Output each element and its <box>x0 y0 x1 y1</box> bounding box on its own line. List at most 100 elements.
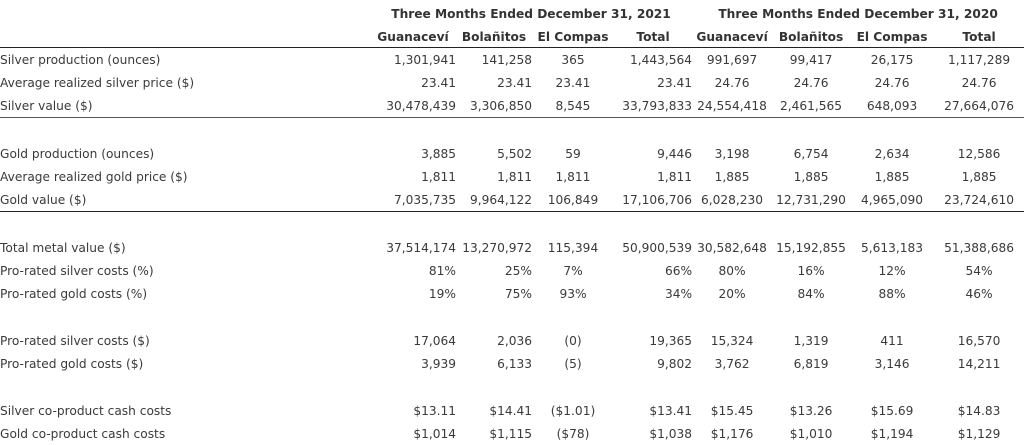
table-cell: $13.41 <box>614 399 692 422</box>
table-cell: 88% <box>850 282 934 305</box>
table-cell: 17,106,706 <box>614 188 692 212</box>
table-cell: $1,176 <box>692 422 772 445</box>
table-cell: 84% <box>772 282 850 305</box>
table-cell: 411 <box>850 329 934 352</box>
table-cell: 1,885 <box>692 165 772 188</box>
table-cell: 51,388,686 <box>934 236 1024 259</box>
table-cell: 2,634 <box>850 142 934 165</box>
table-cell: 24,554,418 <box>692 94 772 118</box>
row-label: Pro-rated silver costs (%) <box>0 259 370 282</box>
table-cell: 17,064 <box>370 329 456 352</box>
table-cell: 6,133 <box>456 352 532 375</box>
table-cell: 3,762 <box>692 352 772 375</box>
table-cell: $1,010 <box>772 422 850 445</box>
table-cell: 12% <box>850 259 934 282</box>
row-label: Gold production (ounces) <box>0 142 370 165</box>
table-cell: 80% <box>692 259 772 282</box>
table-cell: $1,038 <box>614 422 692 445</box>
table-cell: 991,697 <box>692 48 772 72</box>
column-header-bolanitos-2021: Bolañitos <box>456 26 532 48</box>
table-cell: 24.76 <box>850 71 934 94</box>
row-label: Average realized gold price ($) <box>0 165 370 188</box>
table-cell: 19,365 <box>614 329 692 352</box>
table-row: Pro-rated gold costs (%)19%75%93%34%20%8… <box>0 282 1024 305</box>
table-cell: 27,664,076 <box>934 94 1024 118</box>
table-cell: 1,811 <box>370 165 456 188</box>
table-cell: 115,394 <box>532 236 614 259</box>
spacer-cell <box>0 375 1024 399</box>
table-cell: 9,802 <box>614 352 692 375</box>
table-cell: 3,885 <box>370 142 456 165</box>
table-cell: (5) <box>532 352 614 375</box>
table-cell: 1,811 <box>614 165 692 188</box>
table-cell: 26,175 <box>850 48 934 72</box>
row-label: Gold co-product cash costs <box>0 422 370 445</box>
table-cell: 34% <box>614 282 692 305</box>
table-cell: $15.69 <box>850 399 934 422</box>
table-cell: 1,117,289 <box>934 48 1024 72</box>
table-cell: $1,129 <box>934 422 1024 445</box>
table-cell: 365 <box>532 48 614 72</box>
spacer-row <box>0 118 1024 143</box>
row-label: Pro-rated gold costs ($) <box>0 352 370 375</box>
column-header-guanacevi-2020: Guanaceví <box>692 26 772 48</box>
table-cell: 3,939 <box>370 352 456 375</box>
table-cell: 33,793,833 <box>614 94 692 118</box>
table-cell: $14.41 <box>456 399 532 422</box>
row-label: Gold value ($) <box>0 188 370 212</box>
table-cell: 54% <box>934 259 1024 282</box>
table-cell: ($1.01) <box>532 399 614 422</box>
table-cell: 6,028,230 <box>692 188 772 212</box>
row-label: Total metal value ($) <box>0 236 370 259</box>
table-cell: $13.26 <box>772 399 850 422</box>
table-cell: $14.83 <box>934 399 1024 422</box>
column-header-el-compas-2021: El Compas <box>532 26 614 48</box>
table-cell: 1,443,564 <box>614 48 692 72</box>
table-cell: 37,514,174 <box>370 236 456 259</box>
row-label: Pro-rated gold costs (%) <box>0 282 370 305</box>
table-cell: 13,270,972 <box>456 236 532 259</box>
table-cell: $15.45 <box>692 399 772 422</box>
table-cell: 24.76 <box>934 71 1024 94</box>
row-label: Silver co-product cash costs <box>0 399 370 422</box>
table-cell: 2,036 <box>456 329 532 352</box>
spacer-cell <box>0 118 1024 143</box>
table-cell: 1,301,941 <box>370 48 456 72</box>
table-cell: 648,093 <box>850 94 934 118</box>
table-cell: 24.76 <box>692 71 772 94</box>
spacer-row <box>0 212 1024 237</box>
table-cell: 46% <box>934 282 1024 305</box>
spacer-row <box>0 305 1024 329</box>
table-cell: 75% <box>456 282 532 305</box>
table-cell: 9,446 <box>614 142 692 165</box>
table-cell: 15,192,855 <box>772 236 850 259</box>
table-cell: 99,417 <box>772 48 850 72</box>
table-cell: 66% <box>614 259 692 282</box>
table-cell: 6,819 <box>772 352 850 375</box>
row-label: Average realized silver price ($) <box>0 71 370 94</box>
table-cell: $1,014 <box>370 422 456 445</box>
table-cell: 5,613,183 <box>850 236 934 259</box>
table-cell: 30,478,439 <box>370 94 456 118</box>
table-cell: 1,885 <box>934 165 1024 188</box>
table-cell: 23,724,610 <box>934 188 1024 212</box>
column-header-guanacevi-2021: Guanaceví <box>370 26 456 48</box>
table-cell: 3,146 <box>850 352 934 375</box>
period-header-2021: Three Months Ended December 31, 2021 <box>370 0 692 26</box>
table-cell: 59 <box>532 142 614 165</box>
table-cell: 23.41 <box>614 71 692 94</box>
table-cell: 7,035,735 <box>370 188 456 212</box>
table-cell: 20% <box>692 282 772 305</box>
table-cell: 8,545 <box>532 94 614 118</box>
table-cell: 1,885 <box>772 165 850 188</box>
table-cell: 106,849 <box>532 188 614 212</box>
table-cell: 24.76 <box>772 71 850 94</box>
